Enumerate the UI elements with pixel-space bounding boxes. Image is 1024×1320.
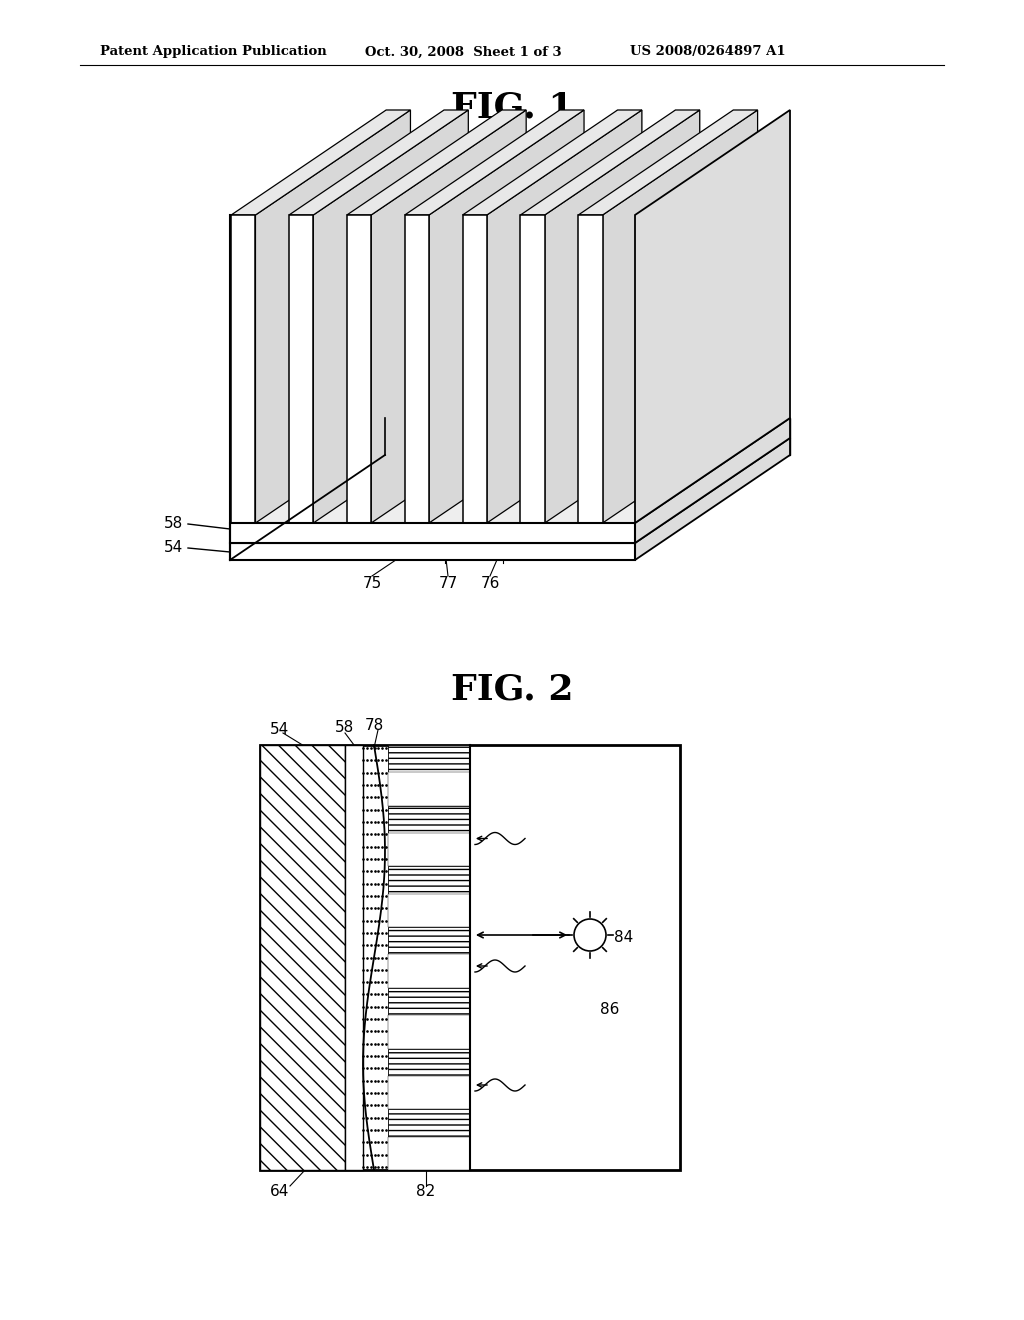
Text: US 2008/0264897 A1: US 2008/0264897 A1 bbox=[630, 45, 785, 58]
Text: 70: 70 bbox=[638, 148, 657, 162]
Text: 58: 58 bbox=[164, 516, 183, 532]
Polygon shape bbox=[313, 110, 468, 523]
Text: 84: 84 bbox=[614, 931, 633, 945]
Polygon shape bbox=[371, 110, 526, 523]
Text: 64: 64 bbox=[270, 1184, 290, 1200]
Polygon shape bbox=[520, 215, 545, 523]
Polygon shape bbox=[579, 215, 602, 523]
Bar bbox=[388, 772, 470, 805]
Polygon shape bbox=[635, 418, 790, 543]
Polygon shape bbox=[429, 110, 584, 523]
Text: 78: 78 bbox=[365, 718, 384, 733]
Polygon shape bbox=[520, 110, 699, 215]
Bar bbox=[388, 954, 470, 987]
Polygon shape bbox=[486, 110, 642, 523]
Text: 74: 74 bbox=[536, 145, 555, 161]
Bar bbox=[388, 1137, 470, 1170]
Text: FIG. 1: FIG. 1 bbox=[451, 91, 573, 125]
Polygon shape bbox=[616, 110, 641, 418]
Polygon shape bbox=[404, 215, 429, 523]
Bar bbox=[388, 805, 470, 833]
Bar bbox=[388, 894, 470, 927]
Polygon shape bbox=[230, 438, 790, 543]
Polygon shape bbox=[385, 418, 790, 438]
Polygon shape bbox=[463, 215, 486, 523]
Polygon shape bbox=[404, 110, 584, 215]
Polygon shape bbox=[347, 215, 371, 523]
Bar bbox=[388, 1076, 470, 1109]
Polygon shape bbox=[501, 110, 525, 418]
Polygon shape bbox=[385, 110, 410, 418]
Polygon shape bbox=[579, 110, 758, 215]
Text: 62: 62 bbox=[446, 132, 466, 148]
Polygon shape bbox=[463, 110, 642, 215]
Polygon shape bbox=[674, 110, 698, 418]
Polygon shape bbox=[230, 523, 635, 543]
Polygon shape bbox=[635, 110, 790, 523]
Text: 54: 54 bbox=[270, 722, 289, 738]
Bar bbox=[345, 744, 362, 1170]
Polygon shape bbox=[289, 110, 468, 215]
Text: 86: 86 bbox=[600, 1002, 620, 1018]
Text: 66: 66 bbox=[664, 148, 683, 162]
Polygon shape bbox=[558, 110, 583, 418]
Bar bbox=[388, 987, 470, 1015]
Polygon shape bbox=[545, 110, 699, 523]
Text: 82: 82 bbox=[416, 1184, 435, 1200]
Text: Patent Application Publication: Patent Application Publication bbox=[100, 45, 327, 58]
Text: 54: 54 bbox=[164, 540, 183, 556]
Polygon shape bbox=[255, 110, 411, 523]
Text: 77: 77 bbox=[438, 576, 458, 590]
Polygon shape bbox=[347, 110, 526, 215]
Text: FIG. 2: FIG. 2 bbox=[451, 673, 573, 708]
Bar bbox=[388, 833, 470, 866]
Bar bbox=[388, 927, 470, 954]
Polygon shape bbox=[385, 438, 790, 455]
Polygon shape bbox=[230, 418, 790, 523]
Polygon shape bbox=[602, 110, 758, 523]
Text: 76: 76 bbox=[480, 576, 500, 590]
Polygon shape bbox=[231, 110, 411, 215]
Bar bbox=[388, 1109, 470, 1137]
Text: 50: 50 bbox=[239, 290, 258, 305]
Polygon shape bbox=[732, 110, 757, 418]
Bar bbox=[388, 866, 470, 894]
Polygon shape bbox=[289, 215, 313, 523]
Polygon shape bbox=[231, 215, 255, 523]
Bar bbox=[388, 1015, 470, 1048]
Bar bbox=[260, 744, 345, 1170]
Bar bbox=[260, 744, 680, 1170]
Bar bbox=[388, 1048, 470, 1076]
Text: 58: 58 bbox=[335, 721, 354, 735]
Polygon shape bbox=[442, 110, 467, 418]
Polygon shape bbox=[230, 543, 635, 560]
Text: Oct. 30, 2008  Sheet 1 of 3: Oct. 30, 2008 Sheet 1 of 3 bbox=[365, 45, 561, 58]
Polygon shape bbox=[635, 438, 790, 560]
Text: 75: 75 bbox=[362, 576, 382, 590]
Text: 64: 64 bbox=[706, 131, 725, 145]
Bar bbox=[388, 744, 470, 772]
